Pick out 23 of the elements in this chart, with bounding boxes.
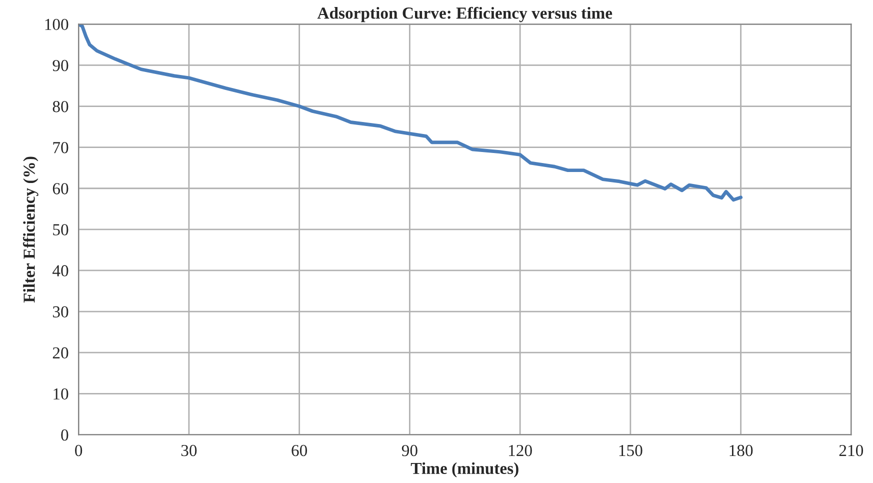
y-tick-label: 80 xyxy=(52,100,68,112)
line-series xyxy=(78,24,743,202)
y-axis-title: Filter Efficiency (%) xyxy=(22,156,38,303)
x-axis-title: Time (minutes) xyxy=(410,462,518,478)
x-tick-label: 60 xyxy=(292,444,308,456)
y-tick-label: 70 xyxy=(53,142,68,154)
x-tick-label: 150 xyxy=(619,444,642,456)
y-tick-label: 90 xyxy=(52,60,68,72)
y-tick-label: 20 xyxy=(52,347,68,359)
chart-title: Adsorption Curve: Efficiency versus time xyxy=(317,6,612,22)
y-tick-label: 50 xyxy=(53,224,68,236)
y-tick-label: 30 xyxy=(52,306,68,318)
x-tick-label: 0 xyxy=(75,444,82,456)
y-tick-label: 60 xyxy=(52,183,68,194)
x-tick-label: 30 xyxy=(181,444,197,456)
x-tick-label: 120 xyxy=(509,444,532,456)
y-tick-label: 10 xyxy=(54,388,68,400)
y-tick-label: 40 xyxy=(52,265,68,276)
y-tick-label: 100 xyxy=(45,18,68,30)
x-tick-label: 210 xyxy=(839,444,864,456)
y-tick-label: 0 xyxy=(61,429,68,441)
x-tick-label: 180 xyxy=(730,444,753,456)
x-tick-label: 90 xyxy=(402,444,418,456)
